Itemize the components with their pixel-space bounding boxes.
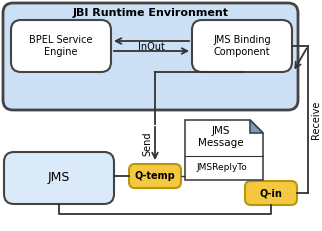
FancyBboxPatch shape bbox=[3, 3, 298, 110]
Polygon shape bbox=[250, 120, 263, 133]
FancyBboxPatch shape bbox=[4, 152, 114, 204]
FancyBboxPatch shape bbox=[245, 181, 297, 205]
Text: JBI Runtime Environment: JBI Runtime Environment bbox=[72, 8, 229, 18]
FancyBboxPatch shape bbox=[129, 164, 181, 188]
Text: BPEL Service
Engine: BPEL Service Engine bbox=[29, 35, 93, 57]
Text: Send: Send bbox=[142, 132, 152, 156]
Text: Q-in: Q-in bbox=[260, 188, 282, 198]
FancyBboxPatch shape bbox=[192, 20, 292, 72]
Text: InOut: InOut bbox=[138, 42, 165, 52]
Text: JMSReplyTo: JMSReplyTo bbox=[197, 163, 247, 172]
Text: Receive: Receive bbox=[311, 100, 321, 139]
Text: JMS: JMS bbox=[48, 171, 70, 185]
Text: JMS
Message: JMS Message bbox=[198, 126, 243, 148]
Text: JMS Binding
Component: JMS Binding Component bbox=[213, 35, 271, 57]
FancyBboxPatch shape bbox=[11, 20, 111, 72]
Polygon shape bbox=[185, 120, 263, 180]
Text: Q-temp: Q-temp bbox=[135, 171, 175, 181]
